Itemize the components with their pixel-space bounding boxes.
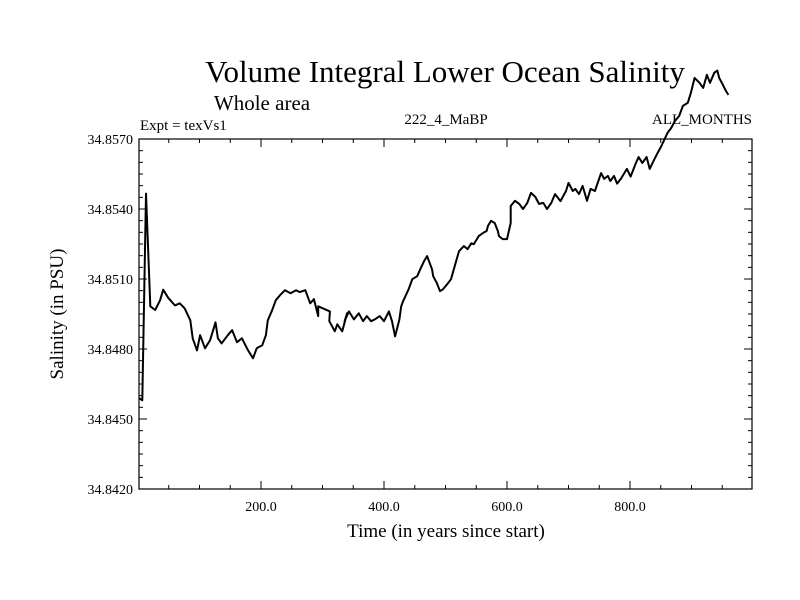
y-tick-label: 34.8450 (88, 413, 134, 428)
series-layer (138, 69, 730, 402)
y-tick-label: 34.8480 (88, 343, 134, 358)
x-tick-label: 800.0 (614, 500, 646, 515)
y-axis-label: Salinity (in PSU) (47, 249, 68, 380)
y-tick-label: 34.8540 (88, 203, 134, 218)
chart-title: Volume Integral Lower Ocean Salinity (205, 54, 685, 89)
x-tick-label: 400.0 (368, 500, 400, 515)
salinity-line (138, 69, 730, 402)
plot-frame (138, 138, 753, 490)
axes: 200.0 400.0 600.0 800.0 34.8420 34.8450 34.848… (88, 133, 752, 515)
y-tick-label: 34.8570 (88, 133, 134, 148)
x-tick-label: 600.0 (491, 500, 523, 515)
y-tick-label: 34.8510 (88, 273, 134, 288)
x-tick-label: 200.0 (245, 500, 277, 515)
chart-subtitle: Whole area (214, 91, 311, 115)
annotation-months: ALL_MONTHS (652, 112, 752, 128)
annotation-expt: Expt = texVs1 (140, 118, 227, 134)
y-tick-label: 34.8420 (88, 483, 134, 498)
annotation-period: 222_4_MaBP (404, 112, 487, 128)
x-axis-label: Time (in years since start) (347, 521, 545, 542)
